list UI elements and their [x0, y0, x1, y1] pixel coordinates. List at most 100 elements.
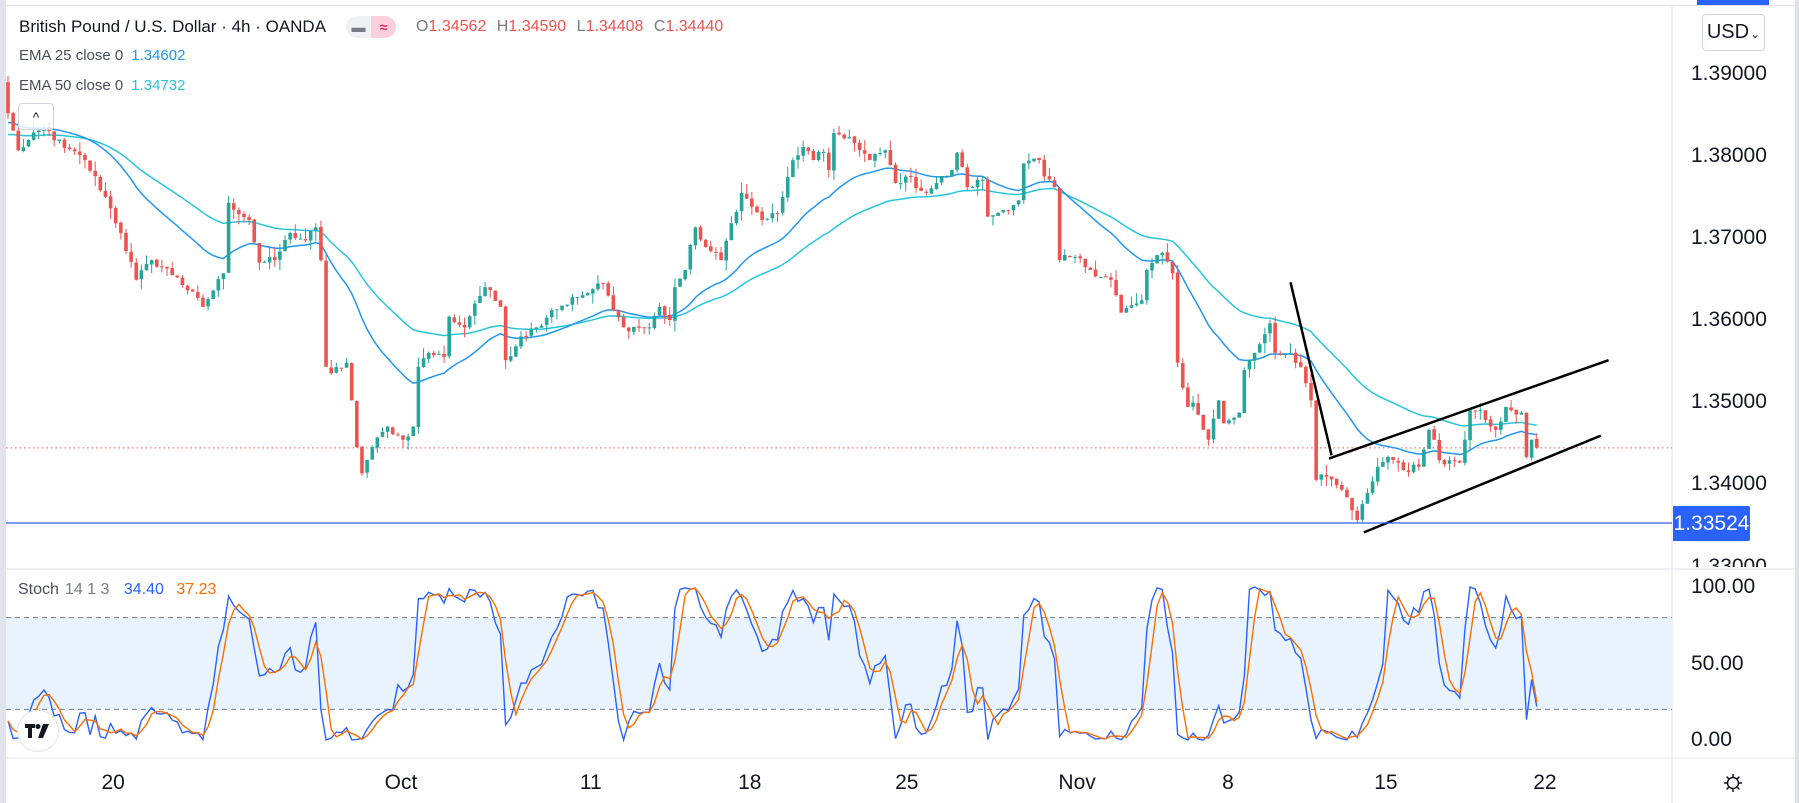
approx-icon[interactable]: ≈ [371, 16, 397, 38]
candle [544, 314, 549, 332]
candle [939, 176, 944, 186]
candle-body [652, 315, 657, 328]
candle-body [262, 261, 267, 263]
stoch-legend[interactable]: Stoch 14 1 3 34.40 37.23 [18, 581, 216, 599]
candle [857, 139, 862, 157]
candle-body [765, 218, 770, 220]
candle-body [221, 273, 226, 280]
candle-body [180, 277, 185, 286]
ema50-legend[interactable]: EMA 50 close 0 1.34732 [19, 77, 185, 94]
candle-body [473, 303, 477, 316]
candle-body [134, 262, 139, 280]
candle [862, 140, 867, 163]
candle-body [596, 283, 600, 290]
candle-body [1021, 163, 1026, 201]
candle-body [1139, 300, 1144, 304]
candle-body [1263, 334, 1267, 344]
minus-icon[interactable]: ▬ [346, 16, 372, 38]
candle-body [67, 147, 72, 150]
top-active-tab[interactable] [1697, 0, 1769, 5]
candle-body [580, 295, 585, 298]
chevron-down-icon: ⌄ [1750, 27, 1761, 41]
ema50-value: 1.34732 [131, 77, 186, 94]
candle-body [303, 239, 308, 241]
candle [1283, 354, 1288, 359]
candle-body [1211, 418, 1216, 440]
candle [1021, 163, 1026, 204]
candle-body [1247, 359, 1252, 370]
candle-body [211, 290, 215, 299]
currency-button[interactable]: USD⌄ [1702, 14, 1765, 51]
candle [688, 243, 693, 275]
candle [524, 331, 528, 342]
candle-body [467, 316, 472, 328]
candle [1083, 258, 1088, 273]
candle-body [154, 259, 159, 267]
candle-body [411, 426, 416, 437]
candle [914, 168, 918, 194]
candle-body [442, 353, 446, 357]
candle [1201, 414, 1206, 430]
candle [898, 173, 903, 190]
candle [11, 111, 15, 132]
candle-body [534, 327, 539, 329]
candle-body [1488, 419, 1493, 427]
candle [72, 147, 77, 155]
open-key: O [416, 18, 429, 35]
candle [591, 288, 595, 304]
candle-body [349, 363, 354, 401]
stoch-tick-label: 50.00 [1691, 651, 1744, 675]
candle-body [380, 431, 385, 437]
settings-gear-icon[interactable] [1722, 772, 1744, 794]
candle [539, 323, 544, 328]
candle [1011, 204, 1016, 216]
candle [739, 182, 744, 221]
symbol-legend[interactable]: British Pound / U.S. Dollar · 4h · OANDA… [19, 16, 729, 38]
candle-body [1345, 489, 1349, 498]
candle [165, 266, 169, 276]
candle [1027, 153, 1031, 170]
candle-body [257, 243, 262, 263]
candle [175, 275, 180, 278]
candle-body [862, 150, 867, 154]
candle [62, 138, 67, 154]
candle-body [560, 305, 564, 310]
legend-toggle-pill[interactable]: ▬ ≈ [346, 16, 397, 38]
candle-body [1411, 464, 1416, 472]
candle [124, 228, 128, 255]
stoch-d-value: 37.23 [176, 581, 217, 598]
candle-body [339, 367, 344, 369]
candle-body [201, 297, 205, 307]
candle [1257, 342, 1262, 354]
left-toolbar-edge [0, 0, 6, 803]
candle [211, 289, 215, 300]
candle [785, 166, 790, 202]
candle [847, 129, 852, 139]
candle-body [452, 317, 457, 323]
candle-body [231, 203, 236, 210]
candle-body [703, 239, 708, 248]
symbol-title[interactable]: British Pound / U.S. Dollar · 4h · OANDA [19, 17, 327, 36]
candle-body [508, 356, 513, 361]
candle [1401, 459, 1406, 471]
candle-body [52, 131, 56, 141]
candle-body [750, 198, 754, 207]
candle-body [385, 426, 390, 432]
candle [160, 259, 164, 273]
tradingview-logo[interactable] [17, 710, 59, 752]
candle [478, 286, 482, 304]
candle-body [1109, 277, 1113, 280]
ema-50-line [7, 133, 1537, 427]
right-edge [1795, 0, 1799, 803]
collapse-legend-button[interactable]: ^ [18, 103, 54, 130]
candle [324, 254, 328, 367]
candle [283, 235, 287, 252]
candle [314, 223, 318, 242]
candle-body [16, 130, 21, 151]
candle-body [1175, 272, 1180, 363]
candle-body [1052, 180, 1057, 188]
candle [1016, 200, 1021, 207]
candle-body [991, 215, 995, 217]
ema25-legend[interactable]: EMA 25 close 0 1.34602 [19, 47, 185, 64]
